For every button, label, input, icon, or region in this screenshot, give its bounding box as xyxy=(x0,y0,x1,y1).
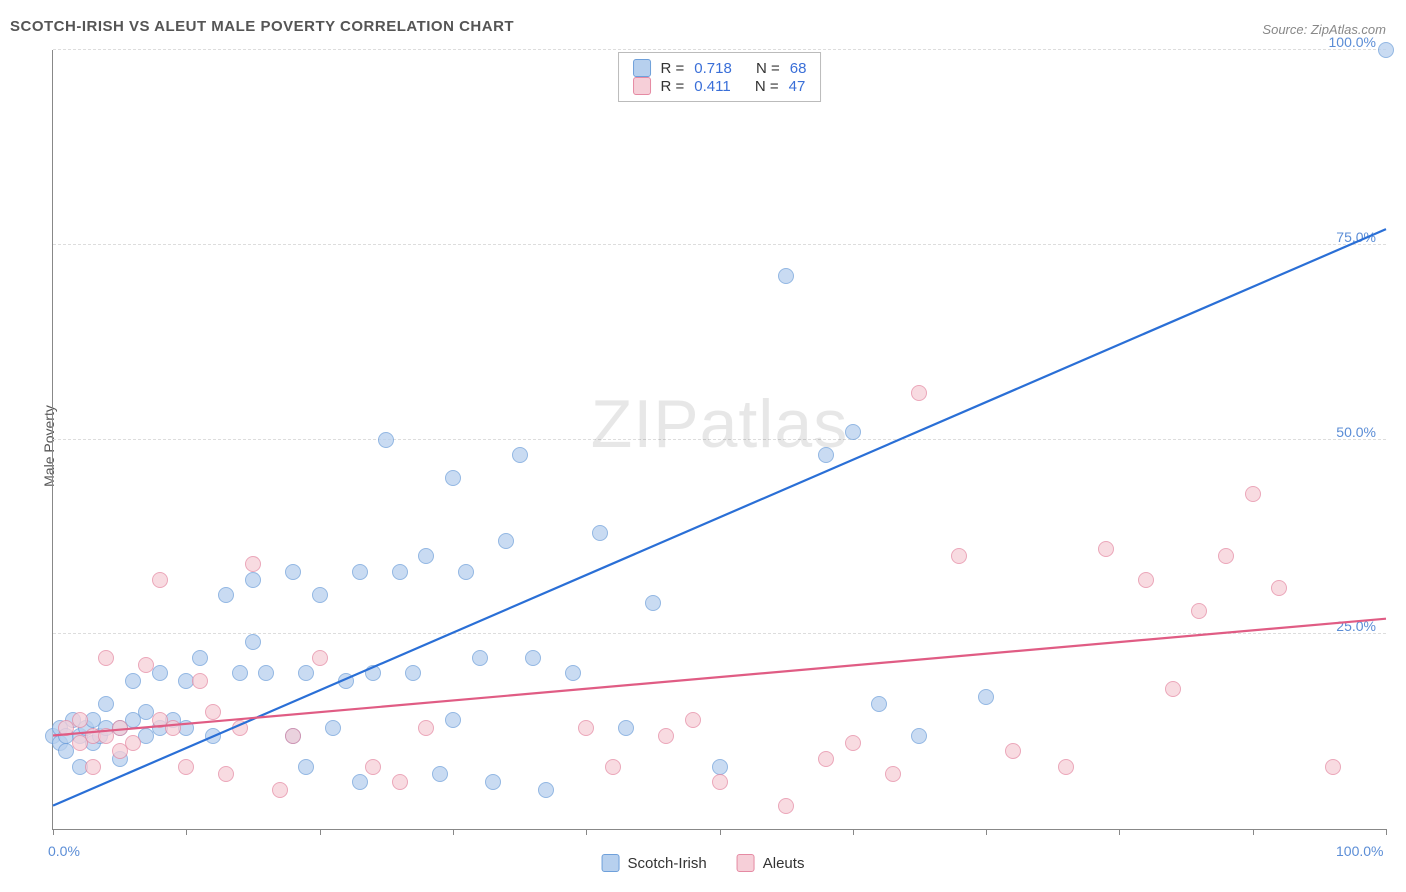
legend: Scotch-Irish Aleuts xyxy=(602,854,805,872)
stat-R-value-aleuts: 0.411 xyxy=(694,78,730,95)
legend-swatch-aleuts xyxy=(737,854,755,872)
x-tick-label: 0.0% xyxy=(48,843,80,859)
swatch-scotch-irish xyxy=(633,59,651,77)
x-tick xyxy=(586,829,587,835)
x-tick xyxy=(986,829,987,835)
stat-N-value-scotch-irish: 68 xyxy=(790,60,807,77)
stat-N-label: N = xyxy=(756,60,780,77)
source-label: Source: xyxy=(1262,22,1307,37)
correlation-stats-box: R = 0.718 N = 68 R = 0.411 N = 47 xyxy=(618,52,822,102)
plot-area: ZIPatlas R = 0.718 N = 68 R = 0.411 N = … xyxy=(52,50,1386,830)
x-tick xyxy=(186,829,187,835)
trend-line xyxy=(53,619,1386,736)
x-tick xyxy=(853,829,854,835)
stat-row-aleuts: R = 0.411 N = 47 xyxy=(633,77,807,95)
x-tick xyxy=(453,829,454,835)
chart-container: SCOTCH-IRISH VS ALEUT MALE POVERTY CORRE… xyxy=(0,0,1406,892)
trend-line xyxy=(53,229,1386,805)
stat-R-label: R = xyxy=(661,60,685,77)
legend-label-aleuts: Aleuts xyxy=(763,855,805,872)
stat-R-label: R = xyxy=(661,78,685,95)
x-tick-label: 100.0% xyxy=(1336,843,1383,859)
chart-title: SCOTCH-IRISH VS ALEUT MALE POVERTY CORRE… xyxy=(10,18,514,35)
x-tick xyxy=(720,829,721,835)
y-tick-label: 100.0% xyxy=(1329,34,1376,50)
legend-swatch-scotch-irish xyxy=(602,854,620,872)
x-tick xyxy=(320,829,321,835)
x-tick xyxy=(53,829,54,835)
swatch-aleuts xyxy=(633,77,651,95)
stat-N-label: N = xyxy=(755,78,779,95)
stat-row-scotch-irish: R = 0.718 N = 68 xyxy=(633,59,807,77)
legend-item-scotch-irish: Scotch-Irish xyxy=(602,854,707,872)
stat-N-value-aleuts: 47 xyxy=(789,78,806,95)
legend-item-aleuts: Aleuts xyxy=(737,854,805,872)
legend-label-scotch-irish: Scotch-Irish xyxy=(628,855,707,872)
stat-R-value-scotch-irish: 0.718 xyxy=(694,60,732,77)
trend-lines-layer xyxy=(53,50,1386,829)
x-tick xyxy=(1119,829,1120,835)
x-tick xyxy=(1386,829,1387,835)
x-tick xyxy=(1253,829,1254,835)
